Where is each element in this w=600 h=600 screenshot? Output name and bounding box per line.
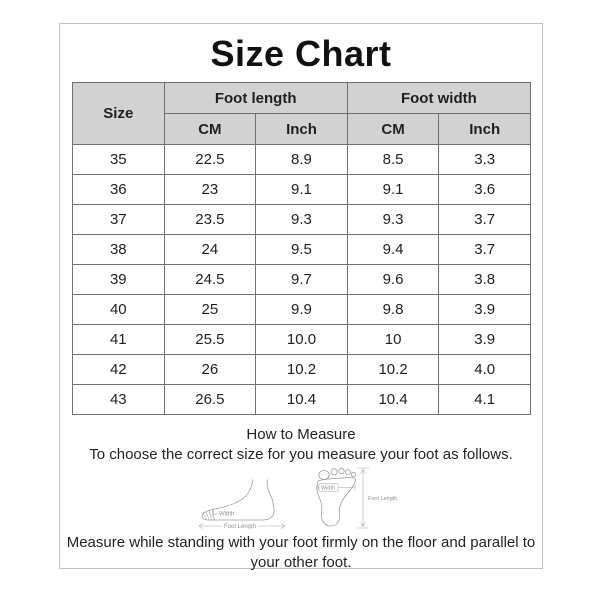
cell-length-inch: 9.1 xyxy=(255,174,348,205)
cell-length-cm: 23 xyxy=(163,174,257,205)
cell-length-inch: 8.9 xyxy=(255,144,348,175)
cell-length-cm: 22.5 xyxy=(163,144,257,175)
cell-width-inch: 3.6 xyxy=(438,174,531,205)
cell-size: 39 xyxy=(72,264,165,295)
cell-width-inch: 4.0 xyxy=(438,354,531,385)
width-label: Width xyxy=(219,512,234,518)
unit-header-row: CM Inch CM Inch xyxy=(73,113,531,145)
cell-size: 43 xyxy=(72,384,165,415)
cell-width-cm: 8.5 xyxy=(346,144,440,175)
table-body: 35 22.5 8.9 8.5 3.3 36 23 9.1 9.1 3.6 37… xyxy=(72,144,531,415)
cell-width-inch: 3.7 xyxy=(438,204,531,235)
footprint-top-view-diagram: Width Foot Length xyxy=(316,467,397,529)
cell-length-cm: 26 xyxy=(163,354,257,385)
table-row: 38 24 9.5 9.4 3.7 xyxy=(72,234,531,265)
cell-size: 36 xyxy=(72,174,165,205)
cell-width-inch: 3.8 xyxy=(438,264,531,295)
table-row: 42 26 10.2 10.2 4.0 xyxy=(72,354,531,385)
table-header: Size Foot length Foot width CM Inch CM I… xyxy=(72,82,532,145)
cell-length-inch: 10.0 xyxy=(255,324,348,355)
cell-size: 35 xyxy=(72,144,165,175)
cell-size: 38 xyxy=(72,234,165,265)
table-row: 36 23 9.1 9.1 3.6 xyxy=(72,174,531,205)
cell-size: 37 xyxy=(72,204,165,235)
cell-width-cm: 10 xyxy=(346,324,440,355)
cell-width-cm: 9.6 xyxy=(346,264,440,295)
header-foot-length: Foot length xyxy=(163,82,348,114)
cell-length-inch: 9.9 xyxy=(255,294,348,325)
cell-width-inch: 3.7 xyxy=(438,234,531,265)
page-title: Size Chart xyxy=(210,33,392,74)
cell-length-inch: 9.7 xyxy=(255,264,348,295)
cell-length-inch: 9.5 xyxy=(255,234,348,265)
how-to-measure-intro: To choose the correct size for you measu… xyxy=(89,446,513,463)
cell-length-cm: 24 xyxy=(163,234,257,265)
how-to-measure-section: How to Measure To choose the correct siz… xyxy=(60,426,542,573)
table-row: 35 22.5 8.9 8.5 3.3 xyxy=(72,144,531,175)
cell-width-cm: 9.3 xyxy=(346,204,440,235)
cell-size: 40 xyxy=(72,294,165,325)
cell-width-inch: 3.9 xyxy=(438,294,531,325)
cell-length-cm: 25 xyxy=(163,294,257,325)
how-to-measure-heading: How to Measure xyxy=(246,426,356,443)
group-header-row: Size Foot length Foot width xyxy=(72,82,532,145)
cell-length-cm: 23.5 xyxy=(163,204,257,235)
table-row: 37 23.5 9.3 9.3 3.7 xyxy=(72,204,531,235)
cell-size: 41 xyxy=(72,324,165,355)
foot-length-label: Foot Length xyxy=(368,496,397,502)
cell-length-cm: 26.5 xyxy=(163,384,257,415)
cell-width-inch: 3.3 xyxy=(438,144,531,175)
header-width-inch: Inch xyxy=(438,113,531,145)
cell-length-inch: 10.4 xyxy=(255,384,348,415)
cell-width-cm: 9.8 xyxy=(346,294,440,325)
foot-side-view-diagram: Width Foot Length xyxy=(198,479,286,529)
cell-length-cm: 25.5 xyxy=(163,324,257,355)
header-size: Size xyxy=(72,82,165,145)
cell-length-inch: 9.3 xyxy=(255,204,348,235)
header-length-inch: Inch xyxy=(255,113,348,145)
cell-size: 42 xyxy=(72,354,165,385)
size-chart-table: Size Foot length Foot width CM Inch CM I… xyxy=(72,82,532,415)
cell-length-inch: 10.2 xyxy=(255,354,348,385)
foot-length-label: Foot Length xyxy=(224,524,256,529)
cell-width-cm: 9.4 xyxy=(346,234,440,265)
cell-width-cm: 9.1 xyxy=(346,174,440,205)
width-label: Width xyxy=(321,485,335,491)
cell-length-cm: 24.5 xyxy=(163,264,257,295)
header-foot-width: Foot width xyxy=(346,82,532,114)
cell-width-cm: 10.4 xyxy=(346,384,440,415)
table-row: 41 25.5 10.0 10 3.9 xyxy=(72,324,531,355)
table-row: 40 25 9.9 9.8 3.9 xyxy=(72,294,531,325)
header-length-cm: CM xyxy=(163,113,257,145)
measurement-diagrams: Width Foot Length Width Foot xyxy=(60,466,542,532)
cell-width-cm: 10.2 xyxy=(346,354,440,385)
header-width-cm: CM xyxy=(346,113,440,145)
table-row: 39 24.5 9.7 9.6 3.8 xyxy=(72,264,531,295)
cell-width-inch: 3.9 xyxy=(438,324,531,355)
measurement-note: Measure while standing with your foot fi… xyxy=(66,534,536,571)
cell-width-inch: 4.1 xyxy=(438,384,531,415)
table-row: 43 26.5 10.4 10.4 4.1 xyxy=(72,384,531,415)
content-frame: Size Chart Size Foot length Foot width C… xyxy=(59,23,543,571)
